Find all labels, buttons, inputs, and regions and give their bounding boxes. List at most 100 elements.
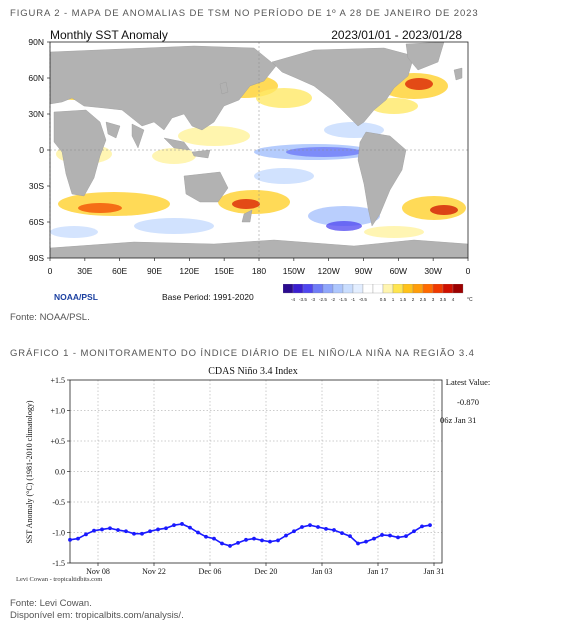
lon-tick-label: 180 bbox=[252, 266, 266, 276]
series-point bbox=[428, 523, 432, 528]
map-title: Monthly SST Anomaly bbox=[50, 28, 168, 42]
series-point bbox=[92, 528, 96, 533]
series-line bbox=[69, 523, 431, 547]
colorbar-cell bbox=[422, 284, 434, 294]
lon-tick-label: 0 bbox=[48, 266, 53, 276]
series-point bbox=[284, 533, 288, 538]
map-source: Fonte: NOAA/PSL. bbox=[10, 312, 90, 323]
latest-label: Latest Value: bbox=[445, 377, 491, 387]
y-tick-label: -1.0 bbox=[52, 529, 65, 538]
colorbar-label: -3 bbox=[311, 297, 316, 302]
colorbar-label: -4 bbox=[291, 297, 296, 302]
colorbar-label: 0.5 bbox=[380, 297, 387, 302]
map-canvas: 90N 60N 30N 0 30S 60S 90S 0 30E 60E 90E 120E 150E 18… bbox=[28, 37, 471, 276]
series-point bbox=[388, 533, 392, 538]
map-base-period: Base Period: 1991-2020 bbox=[162, 292, 254, 302]
series-point bbox=[148, 529, 152, 534]
lon-tick-label: 150W bbox=[283, 266, 305, 276]
series-point bbox=[404, 534, 408, 539]
colorbar-cell bbox=[332, 284, 344, 294]
series-point bbox=[268, 539, 272, 544]
series-point bbox=[180, 522, 184, 526]
colorbar-label: 2 bbox=[412, 297, 415, 302]
colorbar-cell bbox=[362, 284, 374, 294]
land-masses bbox=[50, 42, 468, 258]
series-point bbox=[228, 544, 232, 548]
series-point bbox=[372, 536, 376, 541]
lon-tick-label: 30E bbox=[77, 266, 92, 276]
series-point bbox=[172, 523, 176, 528]
series-point bbox=[364, 539, 368, 544]
series-point bbox=[188, 525, 192, 530]
series-point bbox=[340, 531, 344, 536]
chart-title: CDAS Niño 3.4 Index bbox=[208, 366, 297, 377]
colorbar-cell bbox=[402, 284, 414, 294]
x-tick-label: Nov 22 bbox=[142, 567, 166, 576]
y-tick-label: +1.0 bbox=[50, 407, 65, 416]
nino34-series bbox=[68, 522, 432, 548]
lon-axis: 0 30E 60E 90E 120E 150E 180 150W 120W 90W 60W 30W 0 bbox=[48, 258, 471, 276]
x-tick-label: Jan 17 bbox=[368, 567, 389, 576]
map-period: 2023/01/01 - 2023/01/28 bbox=[331, 28, 462, 42]
map-credit: NOAA/PSL bbox=[54, 292, 98, 302]
colorbar-label: 4 bbox=[452, 297, 455, 302]
colorbar-label: -2 bbox=[331, 297, 336, 302]
y-tick-label: -1.5 bbox=[52, 559, 65, 568]
lat-tick-label: 30N bbox=[28, 109, 44, 119]
series-point bbox=[356, 541, 360, 546]
colorbar-cell bbox=[322, 284, 334, 294]
series-point bbox=[292, 529, 296, 534]
lon-tick-label: 90E bbox=[147, 266, 162, 276]
colorbar-cell bbox=[352, 284, 364, 294]
series-point bbox=[68, 537, 72, 542]
series-point bbox=[140, 531, 144, 536]
colorbar-label: -1.5 bbox=[339, 297, 347, 302]
series-point bbox=[332, 528, 336, 532]
colorbar-label: 1 bbox=[392, 297, 395, 302]
series-point bbox=[100, 527, 104, 532]
nino34-chart: CDAS Niño 3.4 Index +1.5 +1.0 +0.5 0.0 -0.5 -… bbox=[10, 362, 500, 587]
x-axis: Nov 08 Nov 22 Dec 06 Dec 20 Jan 03 Jan 17 Jan … bbox=[86, 563, 444, 576]
series-point bbox=[420, 524, 424, 529]
series-point bbox=[380, 533, 384, 537]
series-point bbox=[108, 526, 112, 531]
lon-tick-label: 30W bbox=[424, 266, 441, 276]
series-point bbox=[132, 531, 136, 536]
series-point bbox=[308, 523, 312, 528]
lat-tick-label: 0 bbox=[39, 145, 44, 155]
sst-anomaly-map: 90N 60N 30N 0 30S 60S 90S 0 30E 60E 90E 120E 150E 18… bbox=[14, 26, 474, 306]
lon-tick-label: 150E bbox=[214, 266, 234, 276]
colorbar-label: -0.5 bbox=[359, 297, 367, 302]
lon-tick-label: 120E bbox=[179, 266, 199, 276]
x-tick-label: Jan 03 bbox=[312, 567, 333, 576]
colorbar-cell bbox=[292, 284, 304, 294]
series-point bbox=[116, 528, 120, 532]
series-point bbox=[164, 526, 168, 531]
colorbar-cell bbox=[312, 284, 324, 294]
series-point bbox=[324, 526, 328, 531]
latest-value: -0.870 bbox=[457, 397, 479, 407]
lon-tick-label: 0 bbox=[466, 266, 471, 276]
series-point bbox=[276, 538, 280, 543]
map-colorbar: -4 -3.5 -3 -2.5 -2 -1.5 -1 -0.5 0.5 1 1.5 2 2.5 3 3.5 4… bbox=[283, 284, 473, 303]
lon-tick-label: 60W bbox=[390, 266, 407, 276]
y-tick-label: +1.5 bbox=[50, 376, 65, 385]
y-tick-label: 0.0 bbox=[55, 468, 65, 477]
x-tick-label: Dec 20 bbox=[255, 567, 278, 576]
lat-tick-label: 30S bbox=[29, 181, 44, 191]
series-point bbox=[236, 540, 240, 545]
lat-tick-label: 60N bbox=[28, 73, 44, 83]
x-tick-label: Dec 06 bbox=[199, 567, 222, 576]
series-point bbox=[220, 541, 224, 546]
colorbar-cell bbox=[452, 284, 464, 294]
colorbar-cell bbox=[392, 284, 404, 294]
colorbar-label: 1.5 bbox=[400, 297, 407, 302]
series-point bbox=[300, 525, 304, 529]
chart-source-url: Disponível em: tropicalbits.com/analysis… bbox=[10, 610, 184, 621]
series-point bbox=[84, 532, 88, 537]
lon-tick-label: 90W bbox=[355, 266, 372, 276]
series-point bbox=[316, 525, 320, 529]
colorbar-label: -1 bbox=[351, 297, 356, 302]
chart-caption: GRÁFICO 1 - MONITORAMENTO DO ÍNDICE DIÁR… bbox=[10, 348, 475, 359]
lon-tick-label: 60E bbox=[112, 266, 127, 276]
